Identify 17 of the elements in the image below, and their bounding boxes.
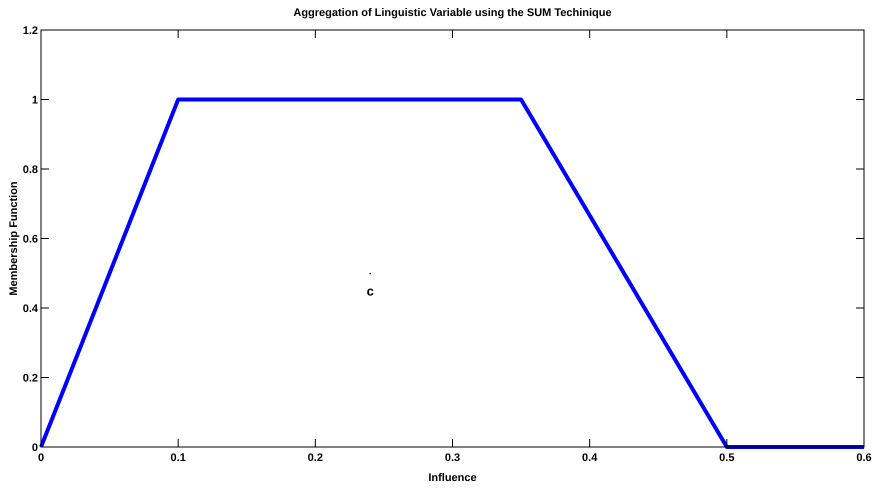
y-tick-label: 1	[32, 94, 38, 106]
x-tick-label: 0.5	[719, 452, 734, 464]
y-tick-label: 0.8	[22, 164, 38, 176]
x-tick-label: 0.6	[856, 452, 872, 464]
y-tick-label: 0.4	[22, 302, 39, 315]
x-axis-title: Influence	[428, 472, 477, 484]
y-tick-label: 1.2	[22, 24, 38, 37]
y-tick-label: 0	[32, 442, 38, 454]
x-tick-label: 0.3	[444, 452, 460, 464]
x-tick-label: 0.2	[308, 452, 323, 464]
y-axis-title: Membership Function	[8, 181, 20, 296]
x-tick-label: 0.4	[582, 452, 598, 464]
y-tick-label: 0.2	[22, 372, 38, 384]
chart-title: Aggregation of Linguistic Variable using the SUM Techinique	[293, 7, 612, 19]
y-tick-label: 0.6	[22, 233, 38, 246]
annotation: c	[366, 284, 374, 299]
x-tick-label: 0.1	[170, 452, 186, 464]
